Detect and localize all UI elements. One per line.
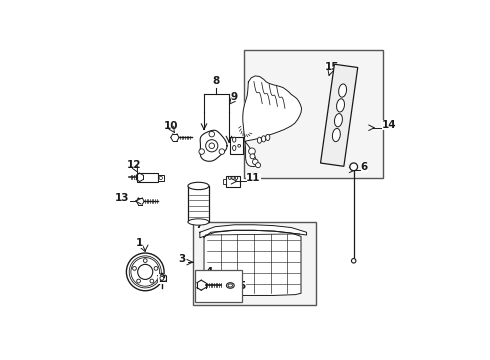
Text: 8: 8 xyxy=(213,76,220,86)
Ellipse shape xyxy=(226,283,234,288)
Ellipse shape xyxy=(339,84,346,97)
Text: 14: 14 xyxy=(381,120,396,130)
Circle shape xyxy=(351,258,356,263)
Circle shape xyxy=(144,259,147,262)
Circle shape xyxy=(209,131,215,137)
Circle shape xyxy=(248,148,255,155)
Ellipse shape xyxy=(238,144,241,147)
Ellipse shape xyxy=(188,182,209,190)
Text: 10: 10 xyxy=(164,121,178,131)
Text: 1: 1 xyxy=(136,238,143,248)
Ellipse shape xyxy=(257,137,262,143)
Circle shape xyxy=(209,143,215,149)
Text: 5: 5 xyxy=(239,281,246,291)
Bar xyxy=(244,50,383,177)
Circle shape xyxy=(252,159,258,165)
Bar xyxy=(158,175,164,181)
Polygon shape xyxy=(200,225,307,238)
Circle shape xyxy=(131,257,160,286)
Bar xyxy=(230,137,243,153)
Circle shape xyxy=(159,176,162,180)
Text: 12: 12 xyxy=(127,160,142,170)
Circle shape xyxy=(219,149,224,154)
Ellipse shape xyxy=(235,176,238,179)
Circle shape xyxy=(154,266,158,270)
Circle shape xyxy=(150,279,154,283)
Ellipse shape xyxy=(335,114,343,127)
Ellipse shape xyxy=(262,136,266,142)
Text: 7: 7 xyxy=(195,220,202,230)
Bar xyxy=(195,270,242,302)
Circle shape xyxy=(126,253,164,291)
Ellipse shape xyxy=(337,99,344,112)
Bar xyxy=(137,173,158,181)
Circle shape xyxy=(129,256,161,288)
Polygon shape xyxy=(204,230,301,296)
Ellipse shape xyxy=(233,137,236,142)
Circle shape xyxy=(138,264,153,279)
Text: 3: 3 xyxy=(179,254,186,264)
Circle shape xyxy=(206,140,218,152)
Bar xyxy=(188,186,209,222)
Polygon shape xyxy=(320,64,358,166)
Circle shape xyxy=(133,266,136,270)
Circle shape xyxy=(250,154,255,159)
Text: 9: 9 xyxy=(231,92,238,102)
Circle shape xyxy=(199,149,204,154)
Text: 15: 15 xyxy=(325,62,339,72)
Text: 13: 13 xyxy=(115,193,129,203)
Text: 6: 6 xyxy=(361,162,368,172)
Circle shape xyxy=(350,163,358,171)
Polygon shape xyxy=(243,76,301,167)
Ellipse shape xyxy=(228,176,231,179)
Circle shape xyxy=(256,163,261,168)
Bar xyxy=(226,176,240,187)
Text: 4: 4 xyxy=(205,267,213,277)
Ellipse shape xyxy=(228,284,233,287)
Ellipse shape xyxy=(233,145,236,150)
Ellipse shape xyxy=(188,219,209,225)
Circle shape xyxy=(137,279,141,283)
Ellipse shape xyxy=(232,176,234,179)
Text: 2: 2 xyxy=(158,274,166,284)
Bar xyxy=(193,222,316,305)
Text: 11: 11 xyxy=(246,173,261,183)
Ellipse shape xyxy=(266,134,270,140)
Bar xyxy=(222,179,226,184)
Polygon shape xyxy=(200,130,227,161)
Circle shape xyxy=(160,276,164,280)
Ellipse shape xyxy=(332,129,341,141)
